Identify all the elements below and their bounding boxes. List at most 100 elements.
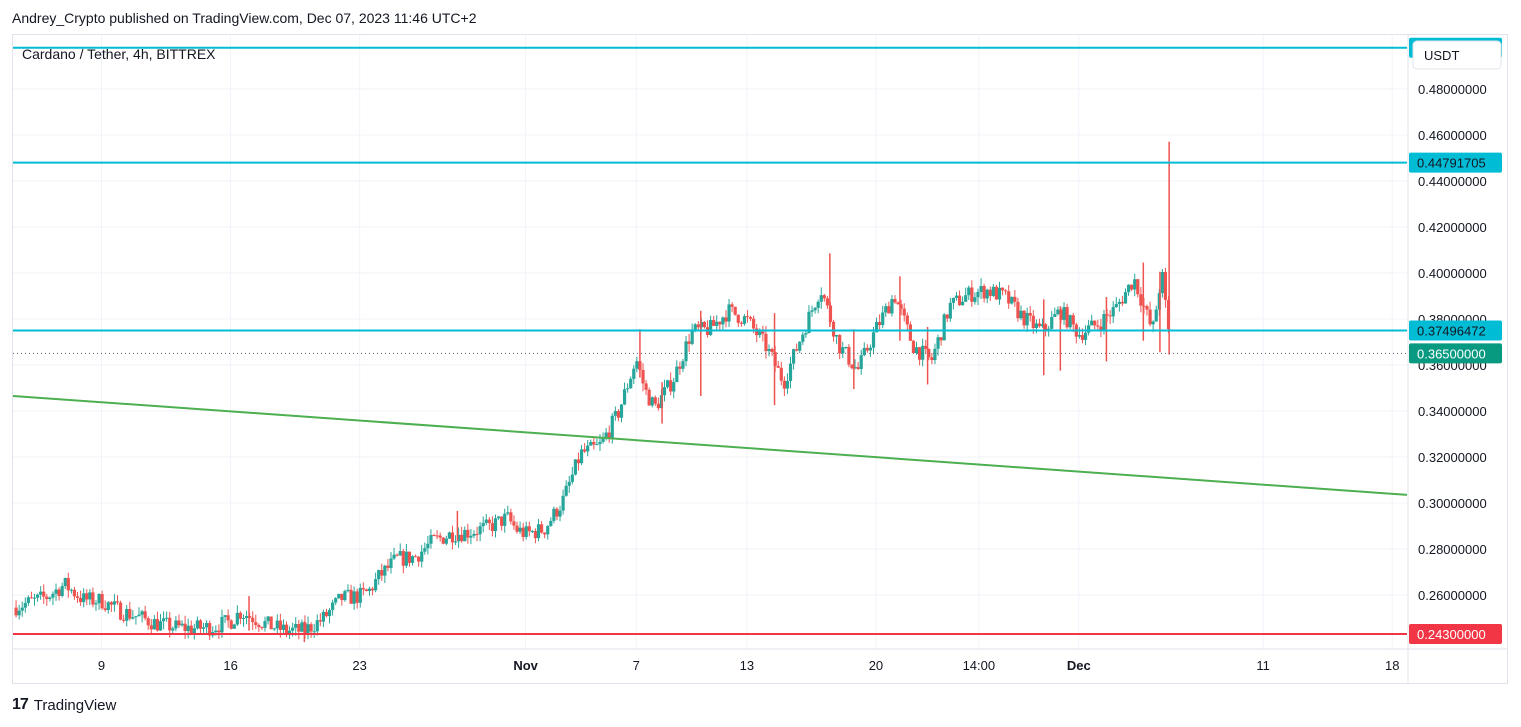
candle-body [334, 598, 338, 603]
candle [410, 555, 415, 566]
candle-body [137, 614, 141, 617]
candle [712, 315, 716, 327]
candle [327, 608, 332, 624]
candle-body [220, 616, 224, 633]
candle [490, 516, 495, 537]
candle-body [165, 617, 169, 619]
candle [957, 290, 962, 306]
currency-label: USDT [1424, 48, 1459, 63]
candle [896, 301, 900, 305]
candle-body [75, 596, 80, 598]
candle-body [57, 589, 61, 596]
candle [232, 623, 236, 629]
candle [567, 475, 571, 493]
candle [561, 489, 565, 515]
candle-body [241, 618, 246, 620]
time-axis[interactable]: 9 16 23 Nov 7 13 20 14:00 Dec 11 18 [98, 658, 1400, 673]
candle [189, 620, 193, 635]
candle-body [1031, 315, 1035, 329]
candle-body [380, 570, 384, 576]
candle [269, 616, 273, 630]
candle [1111, 301, 1115, 324]
candle [134, 616, 138, 625]
chart-frame [12, 34, 1508, 684]
candle-body [586, 445, 590, 452]
candle [174, 616, 178, 632]
candle-body [662, 387, 667, 396]
candle-body [420, 551, 424, 562]
candle-body [346, 589, 350, 592]
candle-body [816, 301, 820, 308]
footer-brand[interactable]: 17 TradingView [12, 696, 116, 714]
candle-body [629, 378, 633, 389]
candle [853, 359, 857, 370]
candle-body [970, 287, 974, 302]
candle-body [14, 607, 18, 616]
candle [306, 616, 310, 640]
candle [552, 506, 556, 524]
candle [57, 587, 61, 601]
candle [398, 543, 402, 556]
candle-body [472, 533, 476, 536]
price-tags: 0.497858910.447917050.374964720.24300000… [1409, 37, 1502, 645]
candle [155, 611, 160, 632]
candle [844, 346, 848, 350]
candle-body [1000, 287, 1005, 291]
candle [294, 617, 298, 636]
candle [395, 553, 399, 557]
candle-body [186, 625, 190, 632]
candle-body [389, 558, 393, 568]
currency-button[interactable]: USDT [1412, 40, 1502, 70]
candle-body [370, 588, 375, 591]
candle-body [39, 591, 43, 595]
candle [509, 508, 513, 525]
candle [201, 622, 206, 633]
candle [629, 376, 633, 389]
candle [539, 521, 544, 534]
candle-body [1025, 312, 1029, 326]
price-tick-label: 0.46000000 [1418, 128, 1487, 143]
candle-body [801, 334, 805, 342]
candle-body [601, 437, 605, 442]
candle-body [315, 620, 319, 632]
candle-body [1148, 309, 1152, 325]
candle [420, 545, 424, 568]
candle-body [1050, 317, 1054, 329]
candle-body [503, 513, 507, 526]
candle-body [739, 322, 743, 324]
candle-body [546, 525, 550, 535]
candle [613, 406, 617, 421]
candle [1050, 311, 1054, 330]
candle-body [174, 620, 178, 629]
candle [878, 314, 882, 331]
candle [128, 601, 132, 621]
price-axis[interactable]: 0.48000000 0.46000000 0.44000000 0.42000000… [1418, 82, 1487, 603]
candle-body [825, 298, 829, 306]
candle [616, 409, 621, 422]
candle-body [536, 524, 541, 539]
candle [558, 505, 562, 522]
candle-body [930, 357, 934, 361]
candle-body [343, 591, 347, 601]
candle-body [487, 519, 491, 524]
candle [45, 593, 49, 606]
candle-body [466, 529, 470, 538]
candle [1130, 284, 1134, 291]
symbol-title[interactable]: Cardano / Tether, 4h, BITTREX [22, 46, 216, 62]
candle [905, 312, 909, 332]
candle-body [29, 597, 34, 599]
candle [776, 361, 780, 368]
candle [902, 303, 906, 322]
candle [994, 284, 999, 300]
candle-body [1120, 301, 1125, 304]
price-tick-label: 0.40000000 [1418, 266, 1487, 281]
candle-body [718, 321, 722, 325]
candle-body [358, 587, 362, 603]
candle-body [91, 592, 95, 605]
candle-body [779, 367, 783, 381]
candle-body [254, 622, 258, 626]
candle-body [702, 321, 707, 328]
candle [72, 586, 77, 600]
candle-body [106, 602, 110, 611]
